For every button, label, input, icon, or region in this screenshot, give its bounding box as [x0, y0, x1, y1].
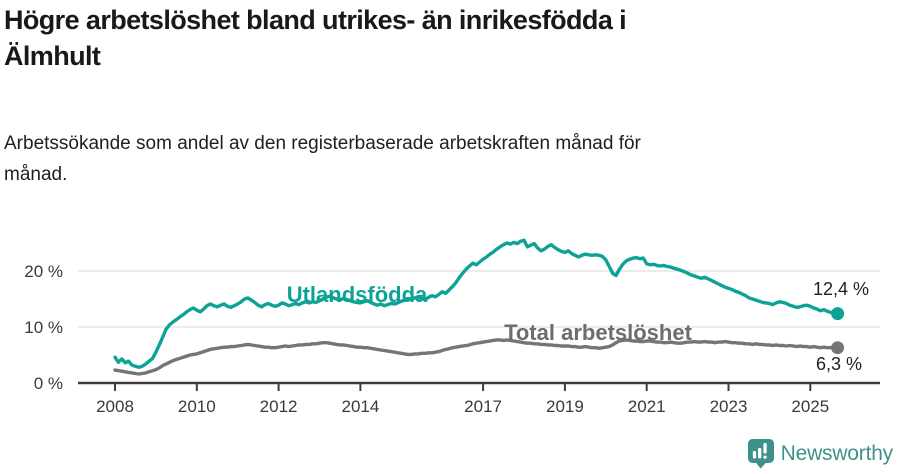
- x-tick-label: 2021: [628, 397, 666, 416]
- newsworthy-brand[interactable]: Newsworthy: [747, 439, 894, 469]
- x-tick-label: 2010: [178, 397, 216, 416]
- chart-grid: [78, 270, 880, 328]
- y-tick-label: 0 %: [34, 374, 63, 393]
- page-title: Högre arbetslöshet bland utrikes- än inr…: [4, 2, 884, 74]
- y-tick-label: 20 %: [24, 262, 63, 281]
- subtitle-line-1: Arbetssökande som andel av den registerb…: [4, 133, 641, 154]
- series-line-0: [113, 238, 840, 370]
- x-tick-label: 2008: [96, 397, 134, 416]
- x-tick-label: 2019: [546, 397, 584, 416]
- title-line-1: Högre arbetslöshet bland utrikes- än inr…: [4, 5, 627, 35]
- chart-series: [113, 238, 845, 376]
- x-tick-label: 2017: [464, 397, 502, 416]
- x-tick-label: 2025: [791, 397, 829, 416]
- chart-axis: 20 % 10 % 0 % 2008 2010 2012 2014 2017 2019 2021 2…: [24, 262, 880, 416]
- series-label-utlandsfodda: Utlandsfödda: [287, 282, 428, 307]
- series-end-dot-1: [831, 341, 845, 355]
- title-line-2: Älmhult: [4, 41, 101, 71]
- newsworthy-logo-icon: [747, 439, 774, 469]
- series-line-1: [113, 338, 840, 376]
- y-tick-label: 10 %: [24, 318, 63, 337]
- chart-subtitle: Arbetssökande som andel av den registerb…: [4, 128, 844, 190]
- x-tick-label: 2023: [710, 397, 748, 416]
- subtitle-line-2: månad.: [4, 164, 68, 185]
- x-tick-label: 2014: [341, 397, 379, 416]
- brand-name: Newsworthy: [780, 442, 894, 465]
- unemployment-line-chart: 20 % 10 % 0 % 2008 2010 2012 2014 2017 2019 2021 2…: [24, 238, 880, 416]
- x-tick-label: 2012: [260, 397, 298, 416]
- series-label-total-arbetsloshet: Total arbetslöshet: [504, 320, 693, 345]
- end-value-label-utlandsfodda: 12,4 %: [813, 279, 869, 299]
- end-value-label-total: 6,3 %: [816, 354, 862, 374]
- series-end-dot-0: [831, 307, 845, 321]
